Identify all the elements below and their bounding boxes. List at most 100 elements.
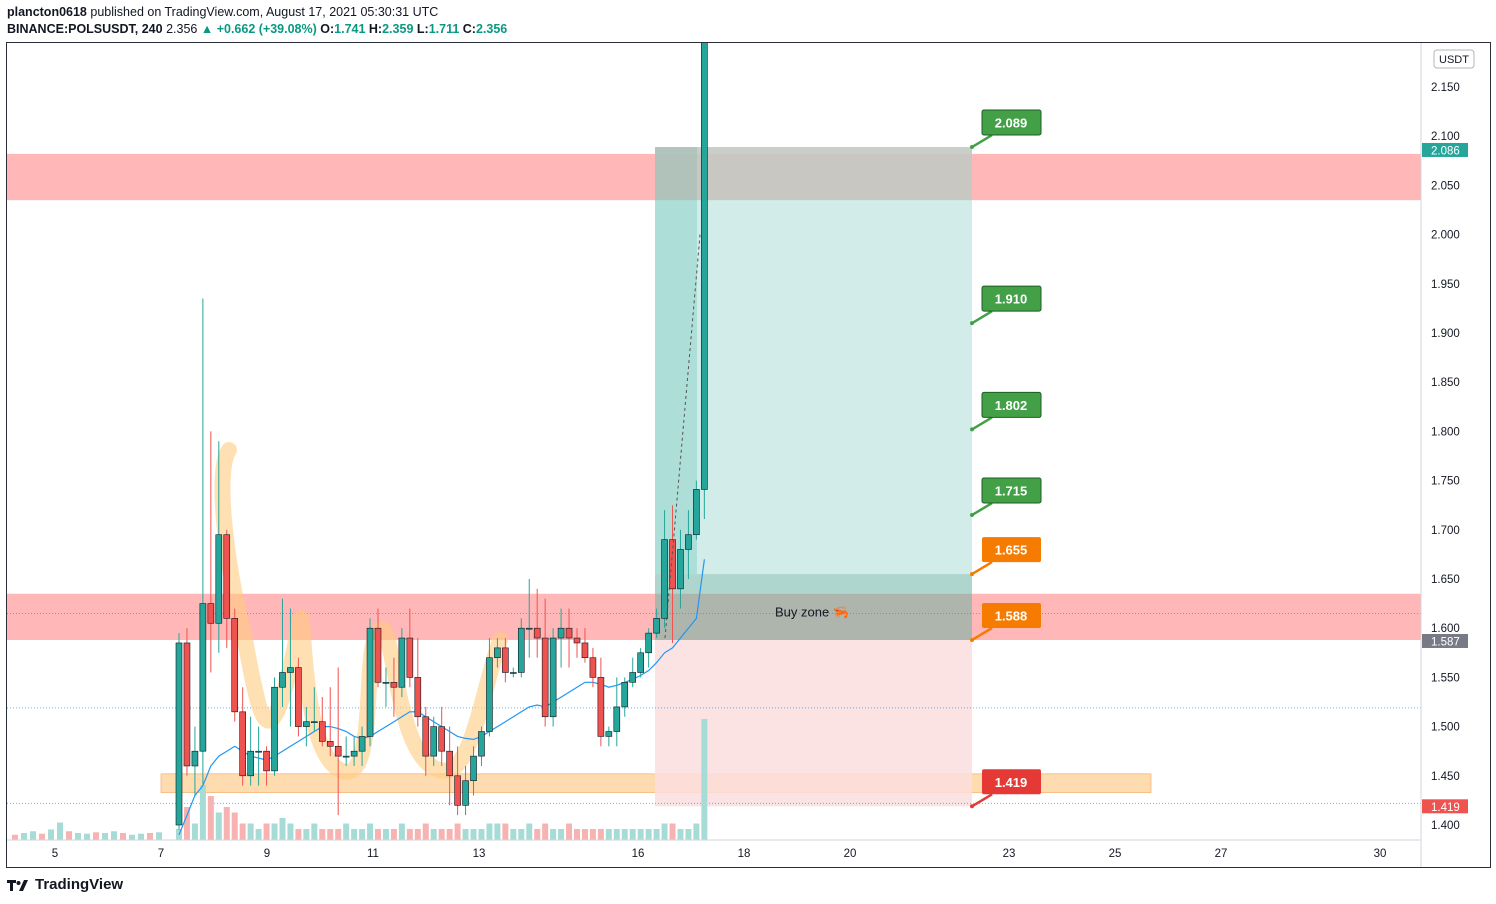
level-label-box [982, 603, 1041, 629]
y-tick-label: 1.600 [1431, 623, 1460, 635]
volume-bar [438, 829, 445, 840]
level-pointer [971, 501, 993, 517]
price-badge [1422, 633, 1468, 648]
volume-bar [478, 829, 485, 840]
volume-bar [57, 822, 63, 840]
candle-body [318, 721, 326, 742]
x-tick-label: 11 [367, 848, 379, 860]
volume-bar [526, 823, 533, 840]
y-tick-label: 1.850 [1431, 377, 1460, 389]
volume-bar [375, 829, 381, 840]
volume-bar [239, 823, 246, 840]
candle-body [454, 775, 461, 806]
candle-body [685, 534, 692, 550]
volume-bar [223, 807, 230, 840]
candle-body [510, 672, 517, 674]
overlap-area [655, 147, 972, 201]
publish-text: published on TradingView.com, August 17,… [90, 5, 439, 19]
candle-body [693, 489, 700, 536]
y-tick-label: 1.450 [1431, 771, 1460, 783]
candle-body [271, 686, 278, 772]
volume-bar [462, 829, 469, 840]
volume-bar [494, 823, 501, 840]
chart-frame [6, 42, 1491, 868]
volume-bar [669, 823, 676, 840]
volume-bar [701, 719, 708, 840]
volume-bar [39, 833, 45, 840]
volume-bar [279, 818, 286, 840]
volume-bar [446, 829, 453, 840]
candle-body [478, 731, 485, 757]
candle-body [669, 539, 676, 590]
x-tick-label: 13 [473, 848, 486, 860]
candle-body [350, 750, 358, 757]
candle-body [517, 627, 525, 673]
candle-body [525, 627, 533, 630]
candle-body [191, 750, 199, 767]
publisher-name[interactable]: plancton0618 [7, 5, 87, 19]
candle-body [470, 755, 477, 782]
candle-body [382, 682, 390, 684]
level-pointer [971, 310, 993, 325]
candle-body [677, 549, 684, 590]
volume-bar [637, 829, 644, 840]
y-tick-label: 2.150 [1431, 82, 1460, 94]
volume-bar [430, 829, 437, 840]
candle-body [533, 627, 541, 639]
candle-body [605, 731, 613, 737]
volume-bar [645, 829, 652, 840]
open-label: O: [320, 22, 335, 36]
volume-bar [138, 833, 144, 840]
y-tick-label: 2.050 [1431, 180, 1460, 192]
candle-body [494, 647, 501, 659]
candle-body [422, 716, 430, 757]
open-value: 1.741 [334, 22, 366, 36]
candle-body [430, 726, 438, 757]
volume-bar [66, 831, 72, 840]
candle-body [597, 677, 605, 737]
candle-body [207, 603, 215, 624]
x-tick-label: 5 [52, 848, 58, 860]
candle-body [366, 627, 374, 737]
volume-bar [454, 823, 461, 840]
level-label-box [982, 537, 1041, 563]
symbol-label[interactable]: BINANCE:POLSUSDT, 240 [7, 22, 163, 36]
volume-bar [12, 834, 18, 840]
volume-bar [390, 829, 397, 840]
tradingview-logo-icon [7, 878, 29, 892]
tradingview-brand: TradingView [35, 876, 124, 893]
volume-bar [542, 823, 549, 840]
volume-bar [247, 823, 254, 840]
high-label: H: [368, 22, 383, 36]
candle-body [311, 721, 318, 723]
candle-body [175, 642, 183, 826]
volume-bar [327, 829, 334, 840]
level-label-box [981, 391, 1042, 418]
level-dot [970, 427, 974, 432]
volume-bar [303, 829, 310, 840]
volume-bar [120, 833, 126, 840]
highlight-stroke [214, 442, 508, 780]
candle-body [303, 721, 310, 727]
price-badge [1422, 799, 1468, 814]
volume-bar [271, 823, 278, 840]
tradingview-footer[interactable]: TradingView [7, 876, 123, 893]
volume-bar [199, 785, 206, 840]
volume-bar [359, 829, 366, 840]
volume-bar [335, 829, 342, 840]
y-tick-label: 1.500 [1431, 722, 1460, 734]
volume-bar [287, 823, 294, 840]
volume-bar [343, 823, 350, 840]
volume-bar [566, 823, 573, 840]
volume-bar [605, 829, 612, 840]
volume-bar [677, 829, 684, 840]
candle-body [398, 637, 406, 688]
y-tick-label: 1.900 [1431, 328, 1460, 340]
candle-body [247, 750, 254, 777]
low-label: L: [416, 22, 429, 36]
candle-body [287, 667, 294, 673]
volume-bar [147, 833, 153, 840]
candle-body [374, 627, 382, 683]
volume-bar [597, 829, 604, 840]
